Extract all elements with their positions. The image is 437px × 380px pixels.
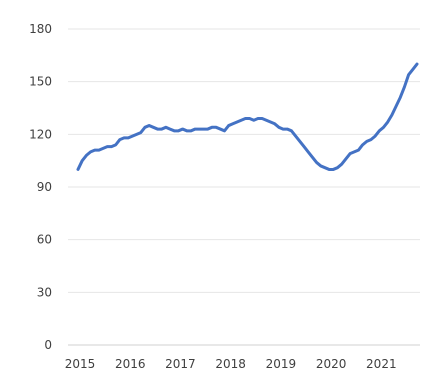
y-axis-tick-labels: 0 30 60 90 120 150 180 [29,22,52,352]
y-tick-label: 120 [29,127,52,141]
y-tick-label: 180 [29,22,52,36]
x-tick-label: 2015 [65,357,96,371]
y-tick-label: 0 [44,338,52,352]
series-group [76,62,419,171]
y-tick-label: 30 [37,285,52,299]
x-tick-label: 2021 [366,357,397,371]
x-tick-label: 2020 [316,357,347,371]
gridlines [68,28,420,293]
x-axis-tick-labels: 2015 2016 2017 2018 2019 2020 2021 [65,357,397,371]
y-tick-label: 90 [37,180,52,194]
y-tick-label: 60 [37,233,52,247]
x-tick-label: 2018 [215,357,246,371]
x-tick-label: 2019 [266,357,297,371]
x-tick-label: 2017 [165,357,196,371]
series-line-0 [76,62,419,171]
y-tick-label: 150 [29,75,52,89]
x-tick-label: 2016 [115,357,146,371]
